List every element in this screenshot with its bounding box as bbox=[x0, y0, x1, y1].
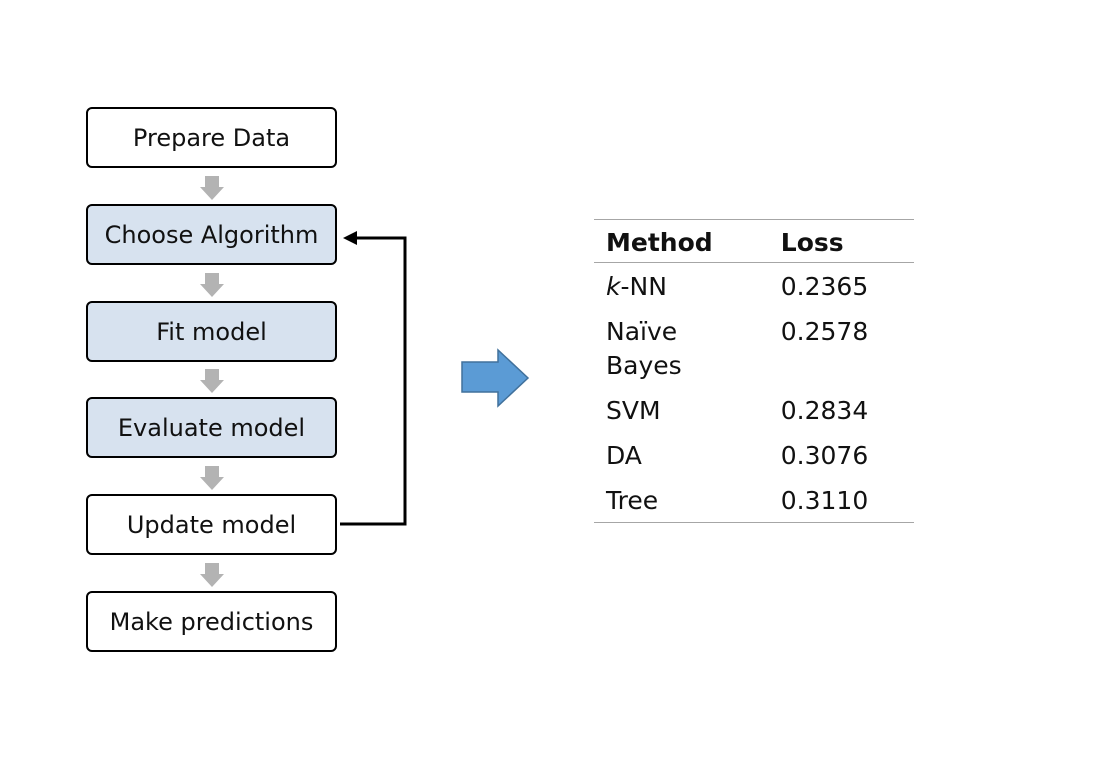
step-label: Update model bbox=[126, 510, 297, 539]
table-row: k-NN 0.2365 bbox=[594, 263, 914, 309]
loss-cell: 0.3076 bbox=[780, 441, 869, 470]
table-header-row: Method Loss bbox=[594, 219, 914, 263]
step-label: Choose Algorithm bbox=[104, 220, 319, 249]
table-row: Naïve Bayes 0.2578 bbox=[594, 308, 914, 387]
table-row: DA 0.3076 bbox=[594, 432, 914, 477]
table-row: Tree 0.3110 bbox=[594, 477, 914, 523]
method-name: -NN bbox=[620, 272, 667, 301]
loss-cell: 0.2578 bbox=[780, 317, 869, 346]
loss-cell: 0.2365 bbox=[780, 272, 869, 301]
step-update-model: Update model bbox=[86, 494, 337, 555]
step-fit-model: Fit model bbox=[86, 301, 337, 362]
down-arrow-icon bbox=[200, 466, 224, 490]
method-cell: DA bbox=[606, 441, 642, 470]
method-cell: k-NN bbox=[594, 263, 769, 309]
header-loss: Loss bbox=[768, 219, 914, 263]
loss-cell: 0.2834 bbox=[780, 396, 869, 425]
step-label: Make predictions bbox=[109, 607, 314, 636]
method-italic-prefix: k bbox=[606, 272, 621, 301]
step-choose-algorithm: Choose Algorithm bbox=[86, 204, 337, 265]
down-arrow-icon bbox=[200, 369, 224, 393]
results-table: Method Loss k-NN 0.2365 Naïve Bayes 0.25… bbox=[594, 219, 914, 523]
method-cell: SVM bbox=[606, 396, 661, 425]
down-arrow-icon bbox=[200, 563, 224, 587]
step-label: Evaluate model bbox=[117, 413, 306, 442]
method-cell: Naïve Bayes bbox=[606, 317, 682, 380]
step-make-predictions: Make predictions bbox=[86, 591, 337, 652]
feedback-loop-arrowhead-icon bbox=[343, 231, 357, 245]
method-cell: Tree bbox=[606, 486, 659, 515]
step-prepare-data: Prepare Data bbox=[86, 107, 337, 168]
header-method: Method bbox=[594, 219, 769, 263]
table-row: SVM 0.2834 bbox=[594, 387, 914, 432]
step-label: Fit model bbox=[156, 317, 267, 346]
step-label: Prepare Data bbox=[132, 123, 291, 152]
loss-cell: 0.3110 bbox=[780, 486, 869, 515]
big-right-arrow-icon bbox=[461, 348, 530, 408]
step-evaluate-model: Evaluate model bbox=[86, 397, 337, 458]
down-arrow-icon bbox=[200, 176, 224, 200]
down-arrow-icon bbox=[200, 273, 224, 297]
feedback-loop-connector bbox=[340, 236, 407, 526]
